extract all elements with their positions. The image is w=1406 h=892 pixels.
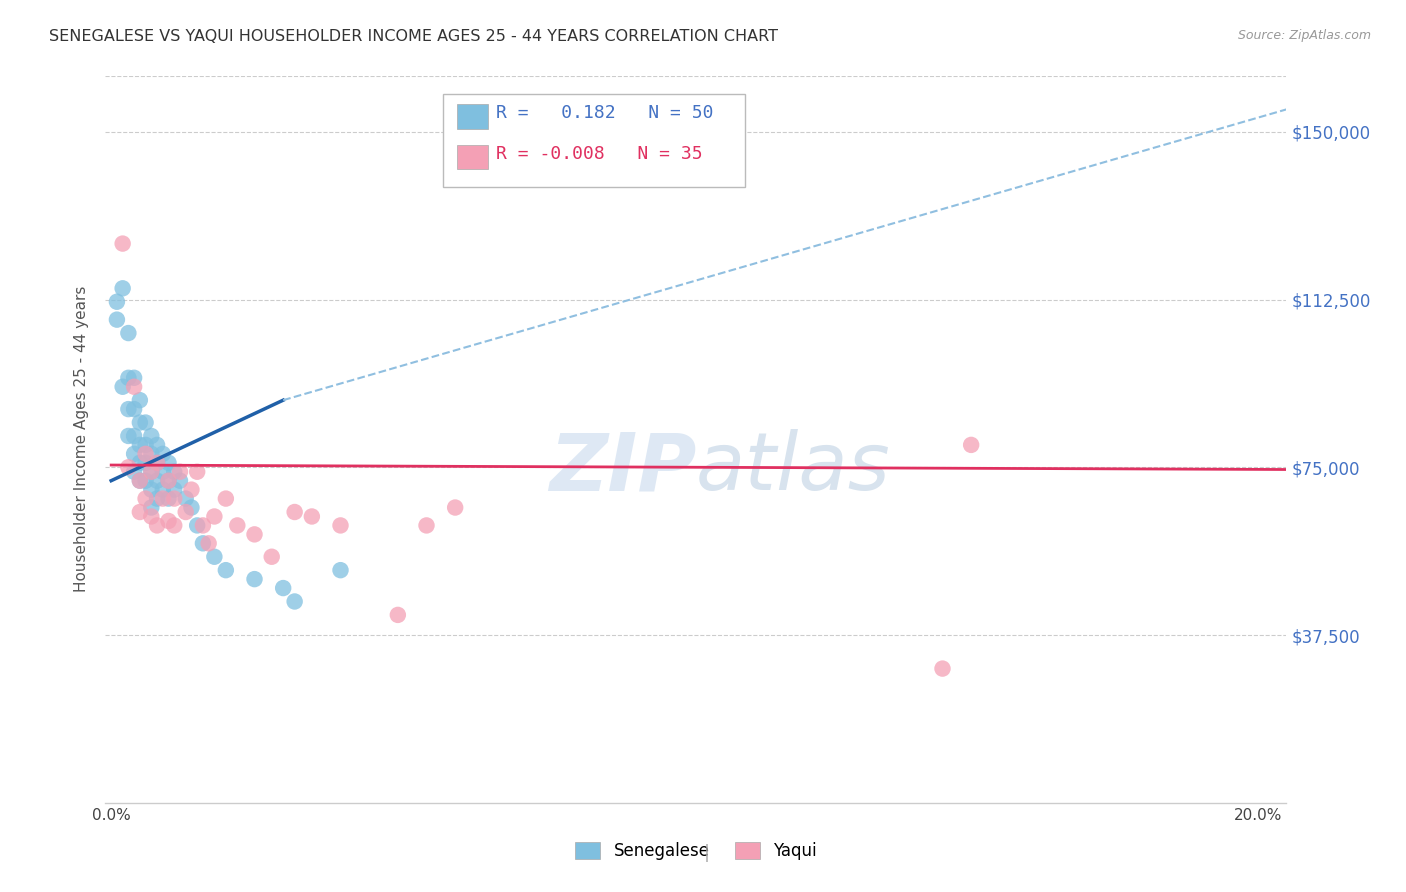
Point <box>111 380 134 394</box>
Point <box>122 380 145 394</box>
Point <box>301 509 323 524</box>
Point <box>128 474 150 488</box>
Point <box>135 491 157 506</box>
Point <box>215 563 238 577</box>
Point <box>191 536 214 550</box>
Point <box>117 460 139 475</box>
Point <box>105 294 128 309</box>
Point <box>128 393 150 408</box>
Point <box>141 429 163 443</box>
Point <box>157 491 180 506</box>
Point <box>111 281 134 295</box>
Point <box>202 549 225 564</box>
Point <box>146 438 169 452</box>
Point <box>141 447 163 461</box>
Point <box>387 607 409 622</box>
Point <box>111 236 134 251</box>
Point <box>141 465 163 479</box>
Point <box>163 491 186 506</box>
Point <box>135 447 157 461</box>
Point <box>146 456 169 470</box>
Point <box>174 491 197 506</box>
Point <box>186 518 208 533</box>
Point <box>122 447 145 461</box>
Point <box>174 505 197 519</box>
Point <box>141 500 163 515</box>
Point <box>117 402 139 417</box>
Point <box>117 429 139 443</box>
Point <box>157 474 180 488</box>
Point <box>415 518 437 533</box>
Point <box>141 465 163 479</box>
Point <box>169 465 191 479</box>
Point <box>152 465 174 479</box>
Point <box>146 518 169 533</box>
Point <box>146 474 169 488</box>
Text: Source: ZipAtlas.com: Source: ZipAtlas.com <box>1237 29 1371 42</box>
Point <box>128 505 150 519</box>
Text: ZIP: ZIP <box>548 429 696 508</box>
Point <box>180 500 202 515</box>
Point <box>146 491 169 506</box>
Point <box>931 662 953 676</box>
Point <box>169 474 191 488</box>
Point <box>163 518 186 533</box>
Point <box>180 483 202 497</box>
Point <box>191 518 214 533</box>
Point <box>117 371 139 385</box>
Point <box>135 416 157 430</box>
Point <box>243 572 266 586</box>
Y-axis label: Householder Income Ages 25 - 44 years: Householder Income Ages 25 - 44 years <box>75 286 90 592</box>
Point <box>243 527 266 541</box>
Point <box>141 509 163 524</box>
Point <box>135 456 157 470</box>
Point <box>128 416 150 430</box>
Point <box>226 518 249 533</box>
Point <box>202 509 225 524</box>
Text: SENEGALESE VS YAQUI HOUSEHOLDER INCOME AGES 25 - 44 YEARS CORRELATION CHART: SENEGALESE VS YAQUI HOUSEHOLDER INCOME A… <box>49 29 778 44</box>
Point <box>105 312 128 326</box>
Point <box>284 594 307 608</box>
Point <box>329 518 352 533</box>
Point <box>197 536 219 550</box>
Point <box>146 456 169 470</box>
Legend: Senegalese, Yaqui: Senegalese, Yaqui <box>568 836 824 867</box>
Point <box>215 491 238 506</box>
Point <box>157 474 180 488</box>
Point <box>152 491 174 506</box>
Point <box>260 549 283 564</box>
Text: R = -0.008   N = 35: R = -0.008 N = 35 <box>496 145 703 162</box>
Point <box>284 505 307 519</box>
Text: R =   0.182   N = 50: R = 0.182 N = 50 <box>496 104 714 122</box>
Point <box>329 563 352 577</box>
Point <box>186 465 208 479</box>
Point <box>135 474 157 488</box>
Point <box>157 514 180 528</box>
Point <box>141 483 163 497</box>
Point <box>152 483 174 497</box>
Text: atlas: atlas <box>696 429 891 508</box>
Point <box>122 402 145 417</box>
Point <box>960 438 983 452</box>
Point <box>122 429 145 443</box>
Point <box>152 447 174 461</box>
Text: |: | <box>704 844 710 862</box>
Point <box>128 474 150 488</box>
Point <box>444 500 467 515</box>
Point <box>128 456 150 470</box>
Point <box>163 483 186 497</box>
Point <box>128 438 150 452</box>
Point <box>117 326 139 340</box>
Point <box>271 581 294 595</box>
Point <box>135 438 157 452</box>
Point <box>157 456 180 470</box>
Point <box>122 465 145 479</box>
Point <box>122 371 145 385</box>
Point <box>163 465 186 479</box>
